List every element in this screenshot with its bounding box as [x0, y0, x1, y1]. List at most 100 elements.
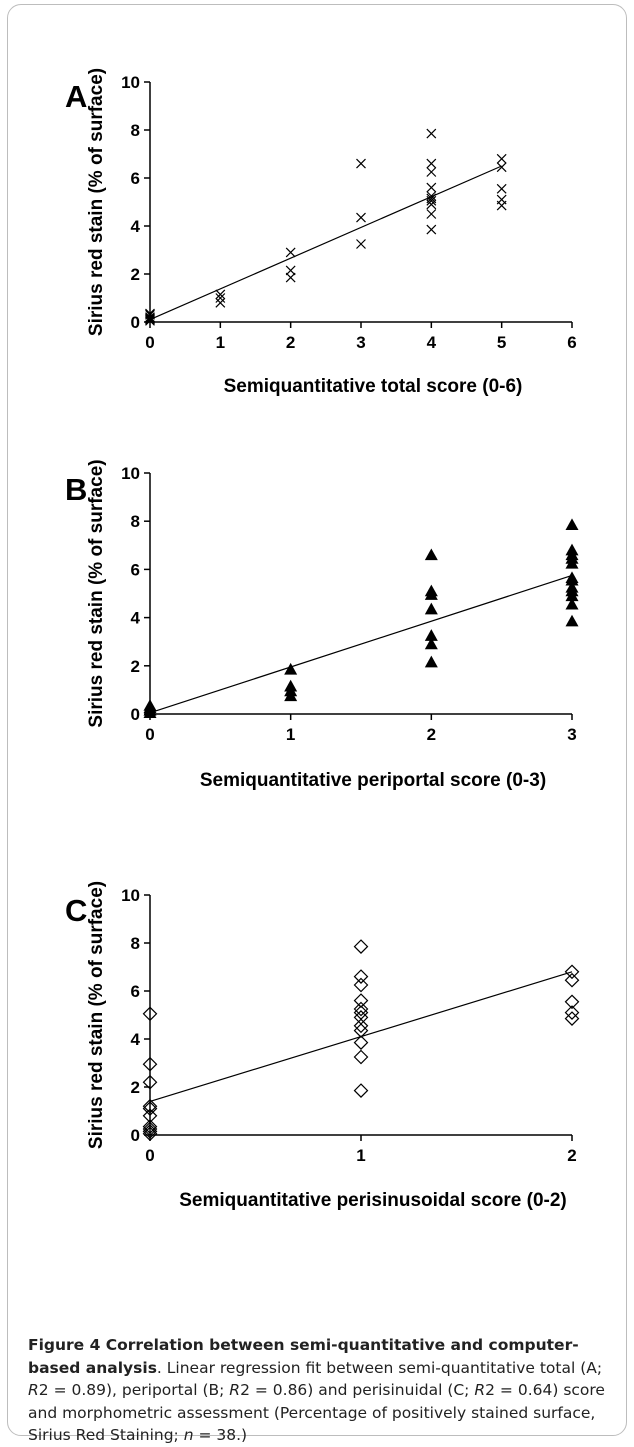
panel-a-data-point: [215, 289, 226, 300]
caption-text-2: 2 = 0.89), periportal (B;: [38, 1381, 230, 1399]
panel-a-data-point: [426, 158, 437, 169]
panel-c-y-tick-label: 8: [131, 934, 140, 953]
panel-c-data-point: [142, 1056, 158, 1072]
panel-c-y-tick-label: 10: [121, 886, 140, 905]
panel-b-data-point: [424, 637, 438, 650]
panel-b-data-point: [565, 597, 579, 610]
panel-a-x-tick-label: 2: [286, 333, 295, 352]
panel-c-x-axis-label: Semiquantitative perisinusoidal score (0…: [179, 1190, 567, 1211]
panel-a-y-tick-label: 10: [121, 73, 140, 92]
panel-c-data-point: [142, 1098, 158, 1114]
panel-a-data-point: [285, 247, 296, 258]
panel-a-data-point: [426, 209, 437, 219]
panel-a-y-tick-label: 6: [131, 169, 140, 188]
panel-c-y-tick-label: 4: [131, 1030, 141, 1049]
panel-b-y-tick-label: 0: [131, 705, 140, 724]
panel-b-data-point: [424, 629, 438, 641]
panel-c-data-point: [353, 1005, 369, 1020]
panel-c-data-point: [353, 1010, 369, 1025]
panel-c-data-point: [564, 964, 580, 980]
panel-b-y-tick-label: 10: [121, 464, 140, 483]
panel-b-y-tick-label: 2: [131, 657, 140, 676]
panel-a-y-tick-label: 8: [131, 121, 140, 140]
figure-frame: [7, 4, 627, 1436]
panel-b-x-tick-label: 0: [145, 725, 154, 744]
panel-c-y-tick-label: 2: [131, 1078, 140, 1097]
panel-a-x-tick-label: 6: [567, 333, 576, 352]
panel-a-data-point: [285, 265, 296, 276]
panel-c-data-point: [353, 939, 369, 954]
panel-c-x-tick-label: 1: [356, 1146, 365, 1165]
panel-c-data-point: [142, 1006, 158, 1022]
panel-b-data-point: [424, 602, 438, 615]
panel-b-data-point: [424, 655, 438, 668]
panel-a-data-point: [426, 193, 437, 204]
panel-c-data-point: [564, 994, 580, 1010]
panel-a-x-axis-label: Semiquantitative total score (0-6): [224, 376, 523, 397]
panel-b-y-axis-label: Sirius red stain (% of surface): [86, 459, 107, 727]
panel-a-data-point: [356, 239, 366, 249]
panel-b-data-point: [565, 580, 579, 593]
caption-r-label-b: R: [229, 1381, 241, 1399]
panel-c-data-point: [353, 969, 369, 984]
panel-a-data-point: [496, 162, 507, 173]
panel-c-data-point: [353, 1018, 369, 1034]
panel-a-data-point: [145, 309, 155, 320]
panel-c-label: C: [65, 893, 87, 928]
figure-caption: Figure 4 Correlation between semi-quanti…: [28, 1334, 618, 1447]
panel-a-data-point: [356, 212, 366, 223]
panel-a-data-point: [426, 195, 437, 206]
panel-a-data-point: [426, 167, 437, 177]
panel-a-x-tick-label: 4: [427, 333, 437, 352]
panel-a-x-tick-label: 1: [216, 333, 225, 352]
panel-c-data-point: [353, 993, 369, 1008]
panel-c-x-tick-label: 2: [567, 1146, 576, 1165]
panel-c-data-point: [142, 1108, 158, 1124]
panel-a-data-point: [145, 308, 155, 319]
caption-text-4: 2 = 0.64) score and morphometric assessm…: [28, 1381, 605, 1444]
panel-a-data-point: [496, 183, 507, 194]
panel-c-data-point: [564, 1005, 580, 1020]
panel-b-data-point: [424, 548, 438, 561]
panel-a-y-tick-label: 2: [131, 265, 140, 284]
panel-c-data-point: [142, 1101, 158, 1116]
panel-a-chart: A 0 2 4 6 8 10 0 1 2 3 4 5 6 Sirius red stain (% of su…: [65, 68, 577, 397]
panel-a-data-point: [215, 293, 226, 303]
panel-c-data-point: [142, 1074, 158, 1090]
panel-a-data-point: [215, 297, 226, 308]
panel-a-data-point: [426, 224, 437, 235]
panel-c-x-tick-label: 0: [145, 1146, 154, 1165]
panel-b-data-point: [143, 699, 157, 711]
panel-c-data-point: [353, 1001, 369, 1017]
caption-text-5: = 38.): [193, 1426, 248, 1444]
panel-c-data-point: [353, 977, 369, 993]
panel-c-data-point: [142, 1119, 158, 1134]
panel-b-x-tick-label: 1: [286, 725, 295, 744]
panel-b-x-tick-label: 3: [567, 725, 576, 744]
panel-c-data-point: [353, 1035, 369, 1050]
panel-a-data-point: [285, 272, 296, 283]
panel-c-data-point: [353, 1049, 369, 1065]
panel-a-data-point: [496, 153, 507, 164]
panel-a-y-axis-label: Sirius red stain (% of surface): [86, 68, 107, 336]
panel-a-y-tick-label: 4: [131, 217, 141, 236]
panel-a-regression-line: [149, 165, 502, 321]
panel-a-label: A: [65, 79, 87, 114]
panel-b-x-axis-label: Semiquantitative periportal score (0-3): [200, 770, 546, 791]
panel-c-data-point: [564, 972, 580, 988]
panel-a-data-point: [145, 313, 155, 324]
panel-a-data-point: [145, 312, 155, 323]
panel-c-y-tick-label: 6: [131, 982, 140, 1001]
caption-title: Figure 4 Correlation between semi-quanti…: [28, 1336, 579, 1377]
panel-b-data-point: [565, 571, 579, 584]
panel-c-y-axis-label: Sirius red stain (% of surface): [86, 881, 107, 1149]
panel-a-data-point: [496, 194, 507, 205]
panel-c-data-point: [353, 1083, 369, 1098]
panel-c-y-tick-label: 0: [131, 1126, 140, 1145]
panel-a-y-tick-label: 0: [131, 313, 140, 332]
panel-b-chart: B 0 2 4 6 8 10 0 1 2 3 Sirius red stain (% of surfa…: [65, 459, 579, 791]
panel-b-x-tick-label: 2: [427, 725, 436, 744]
panel-b-data-point: [284, 662, 298, 675]
panel-a-data-point: [426, 128, 437, 139]
caption-text-3: 2 = 0.86) and perisinuidal (C;: [240, 1381, 475, 1399]
